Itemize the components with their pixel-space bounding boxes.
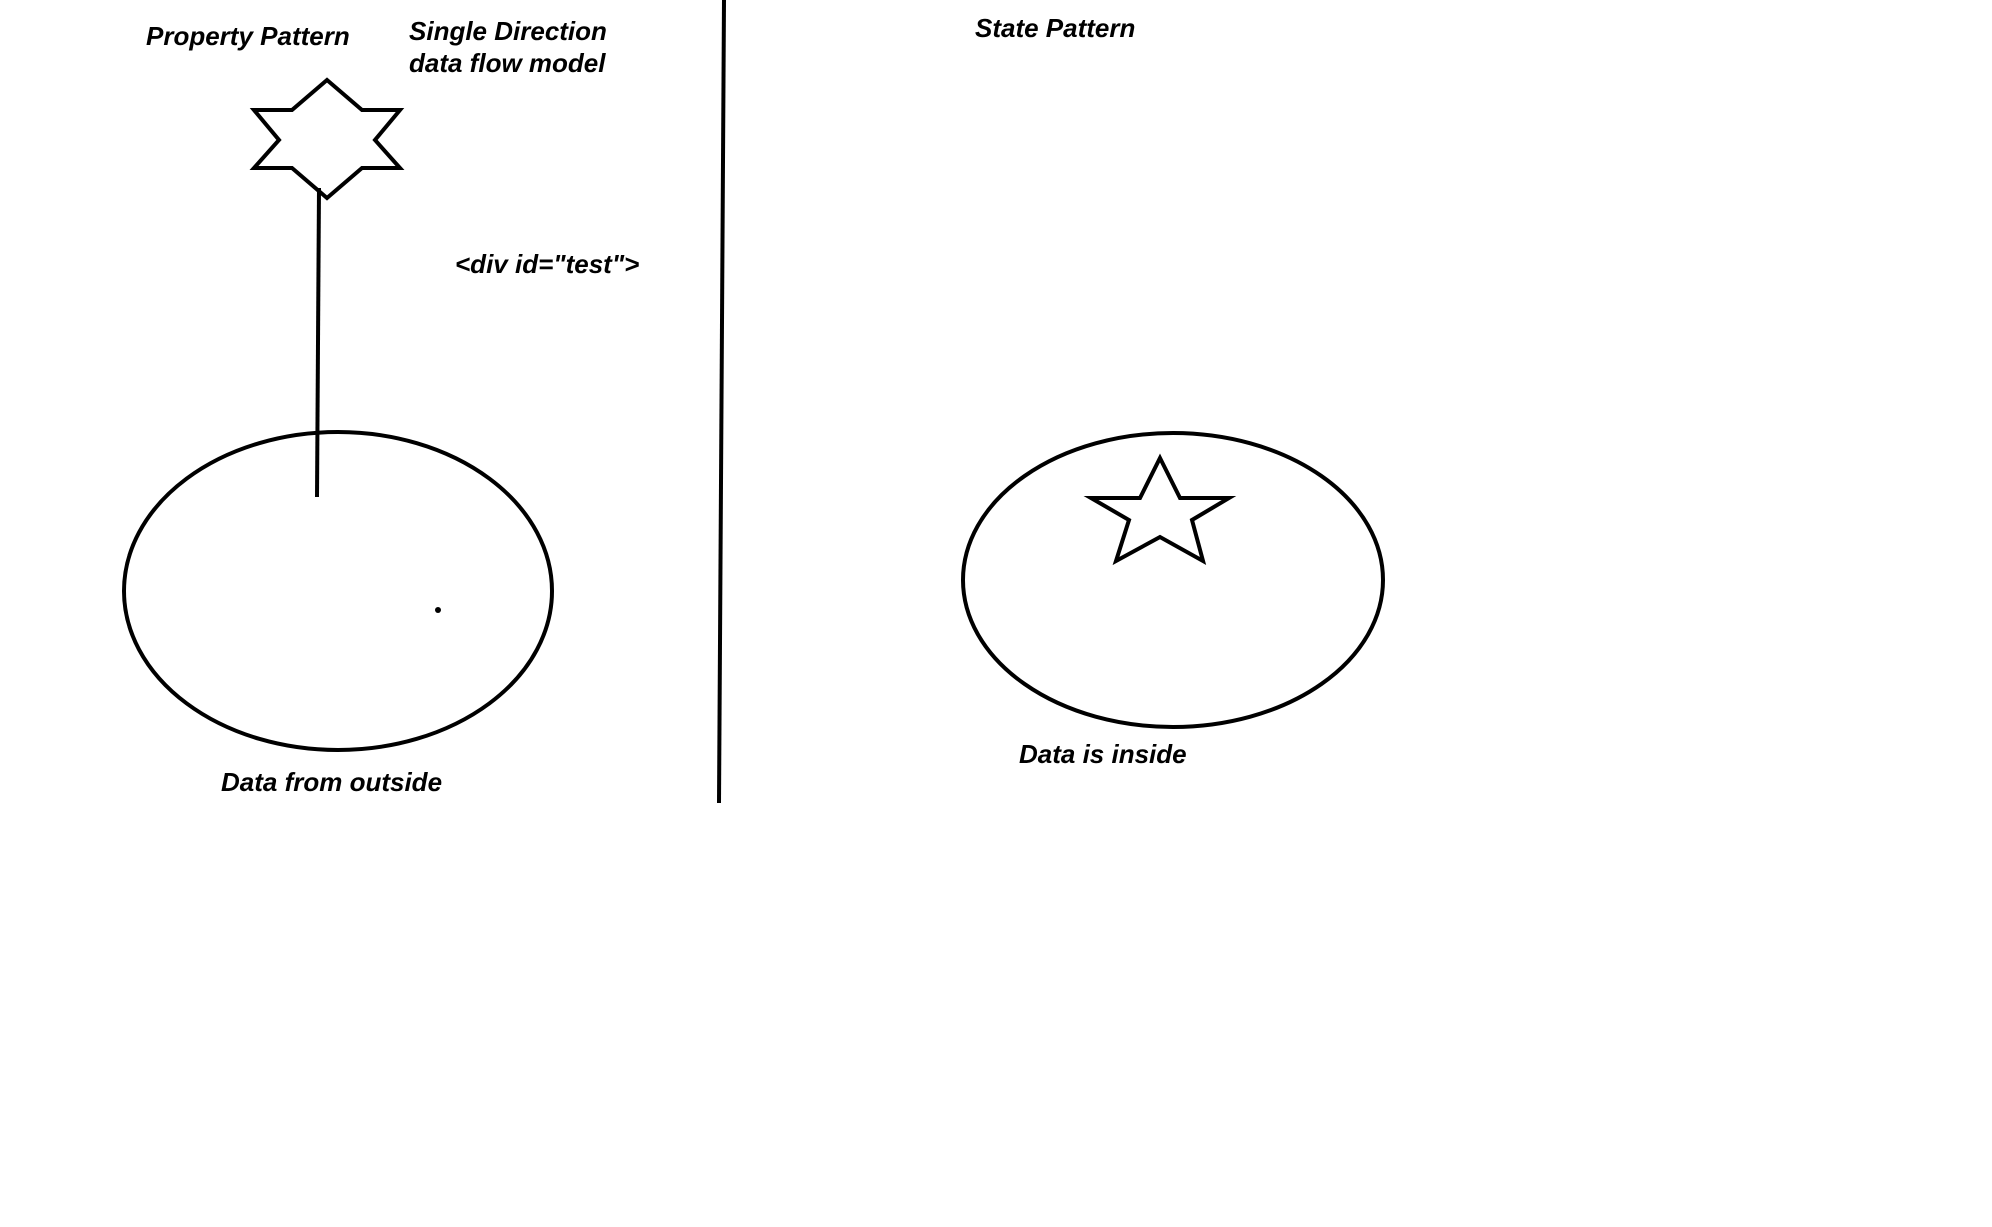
code-div-label: <div id="test">: [455, 249, 640, 279]
five-point-star-icon: [1083, 453, 1237, 566]
flow-label-line2: data flow model: [409, 48, 606, 78]
panel-divider: [717, 0, 726, 804]
data-flow-connector: [315, 187, 321, 498]
state-component-ellipse: [961, 431, 1385, 729]
left-ellipse-caption: Data from outside: [221, 767, 443, 797]
right-ellipse-caption: Data is inside: [1019, 739, 1187, 769]
flow-label-line1: Single Direction: [409, 16, 607, 46]
property-component-ellipse: [122, 430, 554, 752]
dot-mark: [435, 607, 441, 613]
single-direction-flow-label: Single Direction data flow model: [409, 15, 607, 79]
property-pattern-title: Property Pattern: [146, 21, 350, 51]
state-pattern-title: State Pattern: [975, 13, 1136, 43]
six-point-star-icon: [249, 77, 405, 201]
